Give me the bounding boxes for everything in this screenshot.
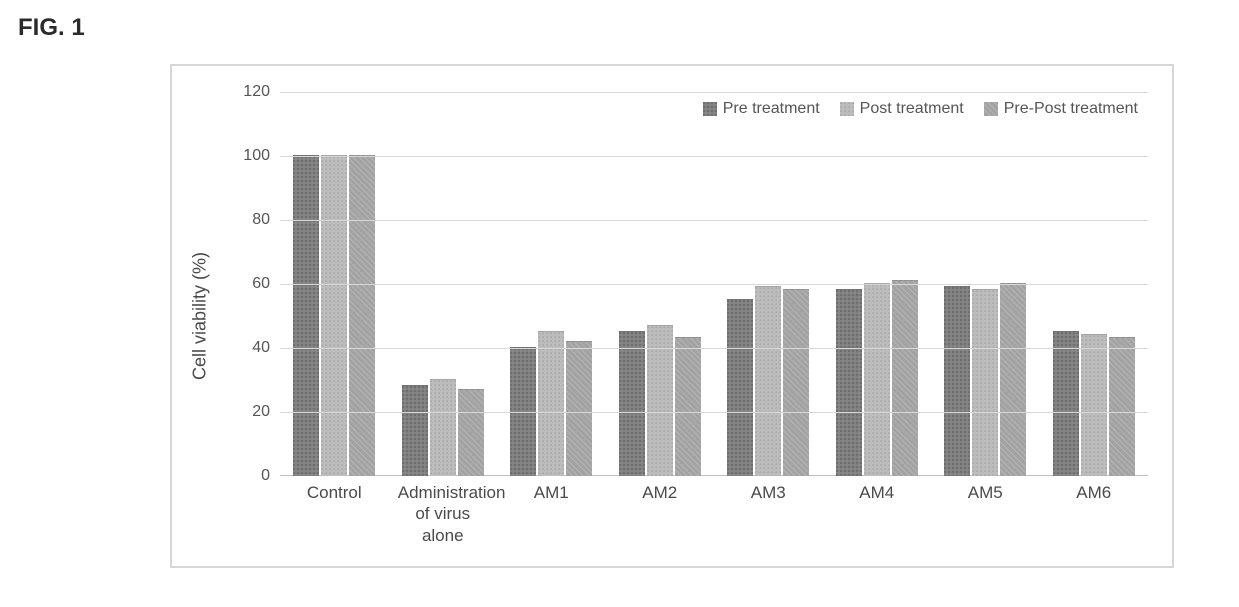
legend-item: Post treatment: [840, 100, 964, 118]
bar: [944, 286, 970, 476]
gridline: [280, 284, 1148, 285]
bar: [402, 385, 428, 476]
x-tick-label: Control: [289, 482, 379, 554]
bar: [864, 283, 890, 476]
bar: [783, 289, 809, 476]
legend-label: Pre-Post treatment: [1004, 100, 1138, 118]
plot-wrap: Pre treatment Post treatment Pre-Post trea…: [280, 92, 1148, 476]
bar: [458, 389, 484, 476]
bar: [619, 331, 645, 476]
figure-title: FIG. 1: [18, 14, 85, 42]
x-tick-label: AM3: [723, 482, 813, 554]
bar: [293, 155, 319, 476]
bar: [727, 299, 753, 476]
page: FIG. 1 Cell viability (%) Pre treatmentP…: [0, 0, 1239, 607]
legend-label: Pre treatment: [723, 100, 820, 118]
y-tick-label: 60: [252, 275, 270, 293]
x-tick-label: Administration of virus alone: [398, 482, 488, 554]
y-tick-label: 0: [261, 467, 270, 485]
bar: [1109, 337, 1135, 476]
gridline: [280, 92, 1148, 93]
bar: [675, 337, 701, 476]
gridline: [280, 156, 1148, 157]
legend-label: Post treatment: [860, 100, 964, 118]
legend-swatch: [840, 102, 854, 116]
bar: [349, 155, 375, 476]
y-tick-label: 20: [252, 403, 270, 421]
x-tick-label: AM4: [832, 482, 922, 554]
x-tick-label: AM5: [940, 482, 1030, 554]
gridline: [280, 348, 1148, 349]
bar: [566, 341, 592, 476]
x-tick-label: AM2: [615, 482, 705, 554]
x-axis-labels: Control Administration of virus aloneAM1 A…: [280, 482, 1148, 554]
legend-item: Pre-Post treatment: [984, 100, 1138, 118]
plot-area: Pre treatment Post treatment Pre-Post trea…: [280, 92, 1148, 476]
y-axis-label: Cell viability (%): [190, 252, 211, 380]
bar: [538, 331, 564, 476]
bar: [892, 280, 918, 476]
bar: [321, 155, 347, 476]
y-tick-label: 100: [243, 147, 270, 165]
legend-swatch: [984, 102, 998, 116]
gridline: [280, 220, 1148, 221]
bar: [836, 289, 862, 476]
legend-swatch: [703, 102, 717, 116]
x-tick-label: AM1: [506, 482, 596, 554]
x-tick-label: AM6: [1049, 482, 1139, 554]
gridline: [280, 412, 1148, 413]
chart-frame: Cell viability (%) Pre treatment Post tre…: [170, 64, 1174, 568]
y-tick-label: 80: [252, 211, 270, 229]
bar: [1000, 283, 1026, 476]
bar: [972, 289, 998, 476]
legend-item: Pre treatment: [703, 100, 820, 118]
bar: [1081, 334, 1107, 476]
bar: [755, 286, 781, 476]
legend: Pre treatment Post treatment Pre-Post trea…: [699, 98, 1142, 120]
bar: [1053, 331, 1079, 476]
bar: [430, 379, 456, 476]
y-tick-label: 40: [252, 339, 270, 357]
y-tick-label: 120: [243, 83, 270, 101]
